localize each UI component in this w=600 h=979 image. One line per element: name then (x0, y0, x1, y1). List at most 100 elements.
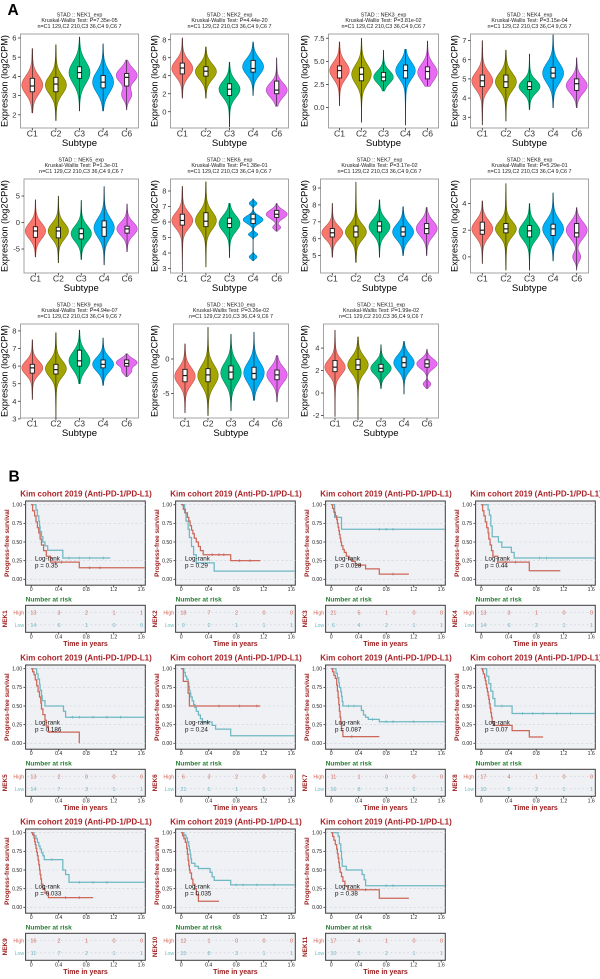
svg-text:High: High (463, 611, 474, 617)
svg-text:0.00: 0.00 (312, 905, 322, 911)
svg-text:1: 1 (440, 951, 443, 957)
svg-text:0.8: 0.8 (383, 963, 390, 969)
svg-text:Low: Low (315, 951, 325, 957)
svg-text:Kim cohort 2019 (Anti-PD-1/PD-: Kim cohort 2019 (Anti-PD-1/PD-L1) (320, 490, 452, 499)
svg-text:Kim cohort 2019 (Anti-PD-1/PD-: Kim cohort 2019 (Anti-PD-1/PD-L1) (170, 490, 302, 499)
svg-text:1.6: 1.6 (288, 799, 295, 805)
svg-text:C4: C4 (548, 129, 559, 139)
svg-text:NEK10: NEK10 (152, 936, 159, 957)
svg-text:Log-rank: Log-rank (185, 883, 211, 890)
svg-text:11: 11 (331, 775, 337, 781)
svg-text:2: 2 (235, 611, 238, 617)
svg-text:0.4: 0.4 (205, 751, 212, 757)
svg-text:1: 1 (358, 775, 361, 781)
svg-text:7: 7 (208, 611, 211, 617)
svg-text:4: 4 (358, 623, 361, 629)
svg-text:0.4: 0.4 (205, 635, 212, 641)
svg-text:1.00: 1.00 (12, 667, 22, 673)
svg-text:18: 18 (180, 611, 186, 617)
svg-text:1.6: 1.6 (438, 799, 445, 805)
svg-text:5: 5 (508, 787, 511, 793)
svg-text:p = 0.35: p = 0.35 (35, 563, 58, 570)
svg-text:0.75: 0.75 (462, 521, 472, 527)
svg-text:0.4: 0.4 (505, 799, 512, 805)
svg-text:4: 4 (462, 199, 466, 208)
svg-text:21: 21 (330, 611, 336, 617)
svg-text:C1: C1 (330, 419, 341, 429)
svg-text:1.2: 1.2 (110, 751, 117, 757)
svg-text:n=C1 129,C2 210,C3 36,C4 9,C6: n=C1 129,C2 210,C3 36,C4 9,C6 7 (189, 314, 273, 320)
svg-text:Expression (log2CPM): Expression (log2CPM) (0, 35, 10, 127)
svg-text:Kruskal-Wallis Test: P=1.38e-0: Kruskal-Wallis Test: P=1.38e-01 (191, 163, 267, 169)
svg-text:0: 0 (290, 939, 293, 945)
svg-text:2: 2 (462, 226, 466, 235)
svg-text:0: 0 (30, 915, 33, 921)
svg-text:0: 0 (330, 915, 333, 921)
svg-text:0.4: 0.4 (205, 799, 212, 805)
svg-text:1: 1 (563, 787, 566, 793)
svg-text:1: 1 (113, 951, 116, 957)
svg-text:1.00: 1.00 (162, 503, 172, 509)
svg-text:0.8: 0.8 (233, 751, 240, 757)
svg-text:Subtype: Subtype (213, 428, 248, 439)
svg-text:STAD :: NEK3_exp: STAD :: NEK3_exp (361, 13, 407, 19)
svg-text:NEK11: NEK11 (302, 936, 309, 957)
svg-text:0.25: 0.25 (462, 559, 472, 565)
svg-text:p = 0.44: p = 0.44 (485, 563, 508, 570)
svg-text:Low: Low (15, 623, 25, 629)
svg-text:C3: C3 (374, 274, 385, 284)
svg-text:0: 0 (413, 939, 416, 945)
svg-text:0.25: 0.25 (162, 559, 172, 565)
svg-text:0.8: 0.8 (533, 799, 540, 805)
svg-text:3: 3 (85, 787, 88, 793)
svg-text:0.4: 0.4 (355, 915, 362, 921)
svg-text:Kim cohort 2019 (Anti-PD-1/PD-: Kim cohort 2019 (Anti-PD-1/PD-L1) (20, 654, 152, 663)
svg-text:Subtype: Subtype (512, 283, 547, 294)
svg-text:0.75: 0.75 (12, 849, 22, 855)
svg-text:0.50: 0.50 (162, 704, 172, 710)
svg-text:Expression (log2CPM): Expression (log2CPM) (150, 180, 160, 272)
svg-text:0.25: 0.25 (312, 723, 322, 729)
svg-text:1: 1 (113, 611, 116, 617)
svg-text:5: 5 (12, 379, 16, 388)
svg-text:3: 3 (58, 611, 61, 617)
svg-text:Subtype: Subtype (362, 283, 397, 294)
svg-text:Progress-free survival: Progress-free survival (154, 673, 161, 741)
svg-text:3: 3 (235, 951, 238, 957)
svg-text:n=C1 129,C2 210,C3 36,C4 9,C6: n=C1 129,C2 210,C3 36,C4 9,C6 7 (339, 314, 423, 320)
svg-text:7: 7 (58, 787, 61, 793)
svg-text:C2: C2 (356, 129, 367, 139)
svg-text:2: 2 (85, 951, 88, 957)
svg-text:C3: C3 (524, 129, 535, 139)
svg-text:0: 0 (263, 939, 266, 945)
svg-text:8: 8 (12, 327, 16, 336)
svg-text:15: 15 (180, 951, 186, 957)
svg-text:C3: C3 (224, 129, 235, 139)
svg-text:0.75: 0.75 (162, 685, 172, 691)
svg-text:0.00: 0.00 (462, 577, 472, 583)
svg-text:2: 2 (235, 775, 238, 781)
svg-text:p = 0.186: p = 0.186 (35, 727, 62, 734)
svg-text:1.2: 1.2 (560, 587, 567, 593)
svg-text:0.4: 0.4 (55, 587, 62, 593)
svg-text:0: 0 (30, 751, 33, 757)
svg-text:NEK5: NEK5 (2, 774, 9, 791)
svg-text:0.50: 0.50 (162, 540, 172, 546)
svg-text:Low: Low (15, 787, 25, 793)
svg-text:NEK6: NEK6 (152, 774, 159, 791)
svg-text:C2: C2 (200, 274, 211, 284)
svg-text:0: 0 (440, 611, 443, 617)
svg-text:5: 5 (358, 951, 361, 957)
svg-text:1.2: 1.2 (410, 587, 417, 593)
svg-text:1.2: 1.2 (410, 751, 417, 757)
svg-text:C4: C4 (248, 274, 259, 284)
svg-text:High: High (13, 939, 24, 945)
svg-text:C6: C6 (121, 419, 132, 429)
svg-text:Kim cohort 2019 (Anti-PD-1/PD-: Kim cohort 2019 (Anti-PD-1/PD-L1) (20, 490, 152, 499)
svg-text:5: 5 (462, 75, 466, 84)
svg-text:High: High (163, 611, 174, 617)
svg-text:STAD :: NEK11_exp: STAD :: NEK11_exp (357, 303, 405, 309)
svg-text:1.6: 1.6 (138, 963, 145, 969)
svg-text:High: High (313, 611, 324, 617)
svg-text:16: 16 (30, 939, 36, 945)
